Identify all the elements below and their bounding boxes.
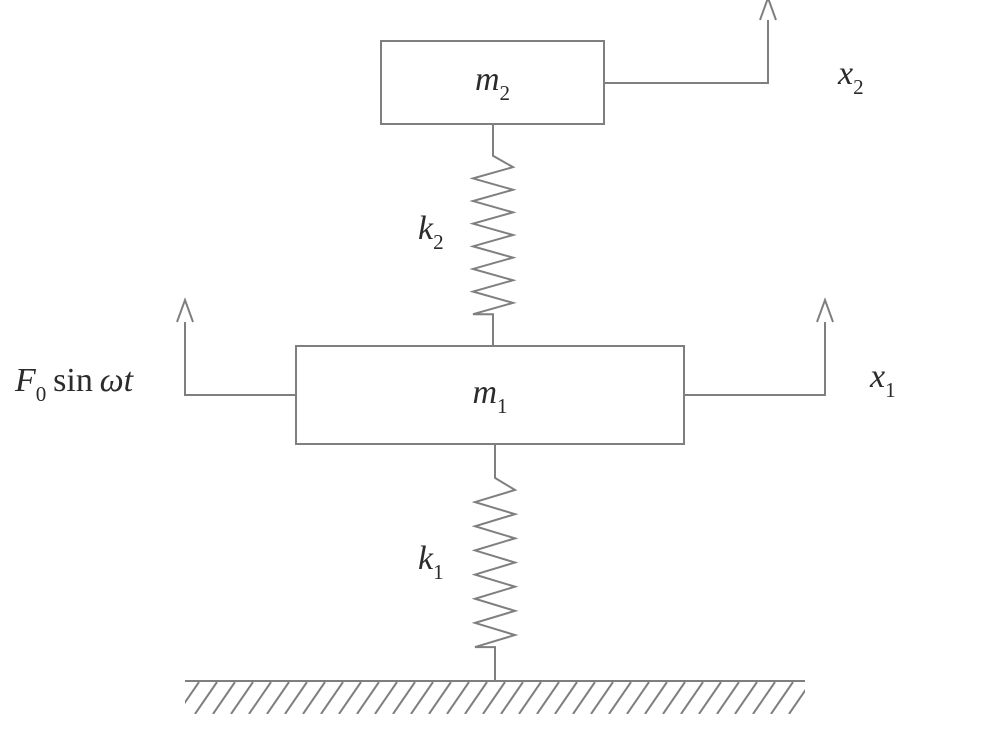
spring-k1	[475, 445, 515, 680]
arrow-force-shaft	[185, 322, 295, 395]
force-label: F0 sin ωt	[15, 362, 133, 405]
arrow-x1-shaft	[685, 322, 825, 395]
arrow-x2-head	[760, 0, 776, 20]
fixed-ground	[185, 680, 805, 716]
arrow-x1-head	[817, 300, 833, 322]
spring-k1-label: k1	[418, 540, 444, 583]
arrow-force-head	[177, 300, 193, 322]
mass-m2: m2	[380, 40, 605, 125]
displacement-x2-label: x2	[838, 55, 864, 98]
arrow-x2-shaft	[605, 20, 768, 83]
displacement-x1-label: x1	[870, 358, 896, 401]
mass-m1: m1	[295, 345, 685, 445]
spring-k2	[473, 125, 513, 345]
ground-hatching	[185, 682, 805, 714]
diagram-canvas: m2 m1 k2 k1 x2 x1 F0 sin ωt	[0, 0, 1000, 745]
mass-m1-label: m1	[472, 374, 507, 417]
spring-k2-label: k2	[418, 210, 444, 253]
mass-m2-label: m2	[475, 61, 510, 104]
